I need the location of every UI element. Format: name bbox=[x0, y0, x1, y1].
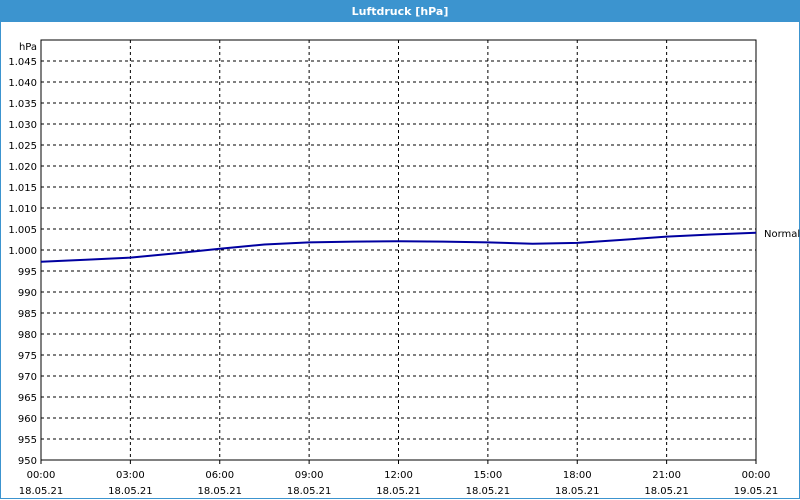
y-tick-label: 1.005 bbox=[8, 225, 37, 236]
y-tick-label: 960 bbox=[18, 414, 37, 425]
x-tick-date: 18.05.21 bbox=[466, 486, 511, 497]
x-tick-date: 19.05.21 bbox=[734, 486, 779, 497]
y-tick-label: 955 bbox=[18, 435, 37, 446]
x-tick-date: 18.05.21 bbox=[108, 486, 153, 497]
y-tick-label: 990 bbox=[18, 288, 37, 299]
x-tick-time: 06:00 bbox=[205, 470, 234, 481]
x-tick-date: 18.05.21 bbox=[644, 486, 689, 497]
x-tick-date: 18.05.21 bbox=[197, 486, 242, 497]
x-tick-time: 18:00 bbox=[563, 470, 592, 481]
y-tick-label: 965 bbox=[18, 393, 37, 404]
y-tick-label: 950 bbox=[18, 456, 37, 467]
x-tick-date: 18.05.21 bbox=[287, 486, 332, 497]
x-tick-time: 09:00 bbox=[295, 470, 324, 481]
y-tick-label: 1.030 bbox=[8, 120, 37, 131]
x-tick-date: 18.05.21 bbox=[376, 486, 421, 497]
y-tick-label: 980 bbox=[18, 330, 37, 341]
series-line-normal bbox=[40, 231, 757, 263]
y-tick-label: 1.025 bbox=[8, 141, 37, 152]
y-tick-label: 1.035 bbox=[8, 99, 37, 110]
plot-area bbox=[40, 39, 757, 461]
y-tick-label: 985 bbox=[18, 309, 37, 320]
y-tick-label: 975 bbox=[18, 351, 37, 362]
y-tick-label: 1.015 bbox=[8, 183, 37, 194]
x-tick-date: 18.05.21 bbox=[555, 486, 600, 497]
y-tick-label: 1.010 bbox=[8, 204, 37, 215]
series-label: Normal bbox=[764, 229, 800, 240]
y-axis-label: hPa bbox=[19, 42, 37, 53]
x-tick-time: 00:00 bbox=[742, 470, 771, 481]
y-tick-label: 1.020 bbox=[8, 162, 37, 173]
y-tick-label: 1.000 bbox=[8, 246, 37, 257]
x-tick-time: 03:00 bbox=[116, 470, 145, 481]
y-tick-label: 1.040 bbox=[8, 78, 37, 89]
y-tick-label: 995 bbox=[18, 267, 37, 278]
x-tick-time: 15:00 bbox=[473, 470, 502, 481]
x-tick-time: 12:00 bbox=[384, 470, 413, 481]
y-tick-label: 970 bbox=[18, 372, 37, 383]
x-tick-date: 18.05.21 bbox=[19, 486, 64, 497]
x-tick-time: 00:00 bbox=[27, 470, 56, 481]
x-tick-time: 21:00 bbox=[652, 470, 681, 481]
y-tick-label: 1.045 bbox=[8, 57, 37, 68]
chart-title: Luftdruck [hPa] bbox=[0, 0, 800, 22]
